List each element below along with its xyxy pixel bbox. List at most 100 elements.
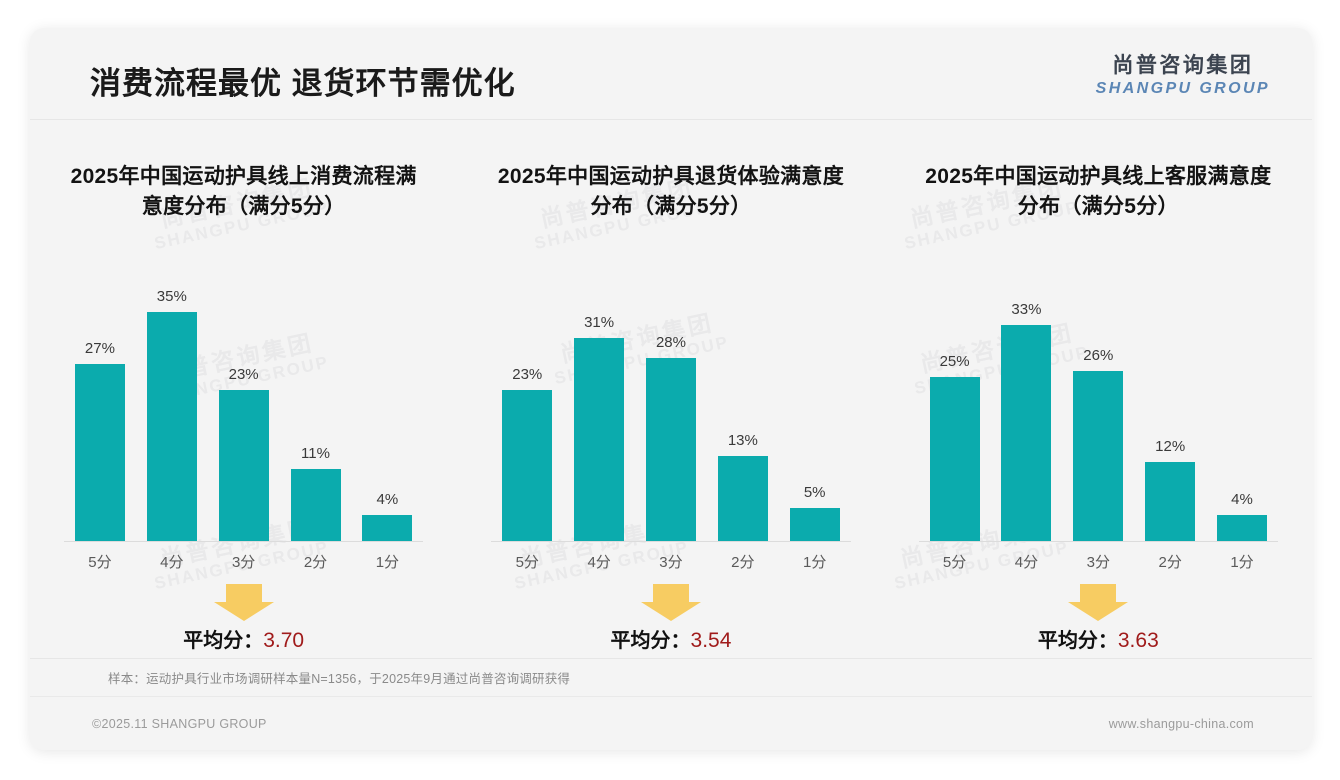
bar-chart: 27% 35% 23% 11% (64, 270, 424, 580)
x-axis-tick-label: 2分 (1158, 553, 1182, 571)
x-axis-tick-label: 4分 (1014, 553, 1039, 571)
average-score-text: 平均分：3.54 (611, 624, 732, 653)
bar-value-label: 27% (84, 340, 115, 357)
average-callout: 平均分：3.63 (919, 580, 1278, 670)
x-axis-tick-label: 1分 (803, 553, 827, 571)
x-axis-tick-label: 2分 (731, 553, 755, 571)
bar-column[interactable]: 27% (68, 270, 133, 541)
bar-value-label: 4% (376, 491, 399, 508)
x-axis-labels: 5分 4分 3分 2分 1分 (64, 542, 423, 580)
bar-column[interactable]: 23% (211, 270, 276, 541)
bar[interactable] (1073, 371, 1124, 541)
chart-title: 2025年中国运动护具退货体验满意度分布（满分5分） (497, 165, 845, 218)
arrow-down-icon (1068, 584, 1129, 621)
average-score-text: 平均分：3.70 (183, 624, 304, 653)
bar-value-label: 12% (1155, 438, 1186, 455)
chart-panel-return-experience: 2025年中国运动护具退货体验满意度分布（满分5分） 23% 31% 28% (457, 120, 884, 696)
chart-panel-consumption-flow: 2025年中国运动护具线上消费流程满意度分布（满分5分） 27% 35% 23% (30, 120, 457, 696)
chart-panel-customer-service: 2025年中国运动护具线上客服满意度分布（满分5分） 25% 33% 26% (885, 120, 1312, 696)
bar[interactable] (146, 312, 197, 541)
x-axis-labels: 5分 4分 3分 2分 1分 (919, 542, 1278, 580)
page-title: 消费流程最优 退货环节需优化 (90, 66, 516, 101)
average-score-text: 平均分：3.63 (1038, 624, 1159, 653)
x-axis-tick-label: 4分 (587, 553, 611, 571)
bar-column[interactable]: 12% (1138, 270, 1203, 541)
chart-title: 2025年中国运动护具线上消费流程满意度分布（满分5分） (70, 165, 417, 218)
bar[interactable] (74, 364, 125, 541)
bar[interactable] (362, 515, 413, 541)
x-axis-tick-label: 2分 (303, 553, 328, 571)
bar-column[interactable]: 35% (139, 270, 204, 541)
bar-value-label: 23% (512, 366, 543, 383)
bar-value-label: 26% (1083, 347, 1114, 364)
bar-column[interactable]: 4% (355, 270, 420, 541)
slide-footer: ©2025.11 SHANGPU GROUP www.shangpu-china… (30, 696, 1312, 750)
average-callout: 平均分：3.70 (64, 580, 423, 670)
website-link[interactable]: www.shangpu-china.com (1108, 716, 1254, 731)
x-axis-labels: 5分 4分 3分 2分 1分 (491, 542, 850, 580)
bar[interactable] (218, 390, 269, 541)
bar-column[interactable]: 5% (782, 270, 847, 541)
x-axis-tick-label: 4分 (160, 553, 184, 571)
bar-column[interactable]: 23% (495, 270, 560, 541)
logo-english-text: SHANGPU GROUP (1095, 80, 1270, 97)
bar-column[interactable]: 25% (922, 270, 987, 541)
copyright-text: ©2025.11 SHANGPU GROUP (92, 716, 267, 731)
plot-area: 23% 31% 28% 13% (491, 270, 851, 542)
bar-column[interactable]: 4% (1210, 270, 1275, 541)
x-axis-tick-label: 3分 (1086, 553, 1110, 571)
average-label: 平均分： (610, 630, 691, 652)
x-axis-tick-label: 1分 (375, 553, 400, 571)
bar-value-label: 4% (1231, 491, 1253, 508)
x-axis-tick-label: 5分 (88, 553, 112, 571)
bar-column[interactable]: 26% (1066, 270, 1131, 541)
bar-value-label: 35% (156, 288, 187, 305)
arrow-down-icon (640, 584, 701, 621)
bar[interactable] (645, 358, 696, 541)
bar-chart: 25% 33% 26% 12% (918, 270, 1278, 580)
sample-note-text: 样本：运动护具行业市场调研样本量N=1356，于2025年9月通过尚普咨询调研获… (108, 672, 571, 686)
bar[interactable] (574, 338, 625, 541)
x-axis-tick-label: 5分 (515, 553, 539, 571)
bar[interactable] (1001, 325, 1052, 541)
bar-column[interactable]: 11% (283, 270, 348, 541)
plot-area: 25% 33% 26% 12% (918, 270, 1278, 542)
x-axis-tick-label: 3分 (231, 553, 256, 571)
bar[interactable] (1217, 515, 1268, 541)
bar-value-label: 23% (228, 366, 259, 383)
average-value: 3.70 (263, 629, 305, 652)
average-label: 平均分： (183, 630, 264, 652)
average-value: 3.63 (1117, 629, 1159, 652)
bar[interactable] (1145, 462, 1196, 541)
bar-value-label: 28% (655, 334, 686, 351)
bar-value-label: 31% (584, 314, 615, 331)
sample-note: 样本：运动护具行业市场调研样本量N=1356，于2025年9月通过尚普咨询调研获… (30, 658, 1312, 696)
x-axis-tick-label: 5分 (942, 553, 967, 571)
bar[interactable] (717, 456, 768, 541)
logo-chinese-text: 尚普咨询集团 (1112, 54, 1254, 77)
average-callout: 平均分：3.54 (491, 580, 850, 670)
bar[interactable] (789, 508, 840, 541)
bar-value-label: 25% (939, 353, 970, 370)
average-value: 3.54 (690, 629, 732, 652)
arrow-down-icon (213, 584, 274, 621)
plot-area: 27% 35% 23% 11% (64, 270, 424, 542)
panel-list: 2025年中国运动护具线上消费流程满意度分布（满分5分） 27% 35% 23% (30, 120, 1312, 696)
bar-column[interactable]: 33% (994, 270, 1059, 541)
bar[interactable] (929, 377, 980, 541)
bar-column[interactable]: 13% (711, 270, 776, 541)
slide-header: 消费流程最优 退货环节需优化 尚普咨询集团 SHANGPU GROUP (30, 28, 1312, 120)
bar-value-label: 5% (803, 484, 826, 501)
chart-title: 2025年中国运动护具线上客服满意度分布（满分5分） (925, 165, 1272, 218)
bar-column[interactable]: 28% (639, 270, 704, 541)
bar-value-label: 33% (1011, 301, 1042, 318)
bar-value-label: 13% (727, 432, 758, 449)
bar-chart: 23% 31% 28% 13% (491, 270, 851, 580)
bar-value-label: 11% (301, 445, 330, 462)
bar[interactable] (290, 469, 341, 541)
bar-column[interactable]: 31% (567, 270, 632, 541)
average-label: 平均分： (1037, 630, 1118, 652)
charts-board: 尚普咨询集团 SHANGPU GROUP 尚普咨询集团 SHANGPU GROUP … (30, 120, 1312, 696)
slide-card: 消费流程最优 退货环节需优化 尚普咨询集团 SHANGPU GROUP 尚普咨询… (30, 28, 1312, 750)
bar[interactable] (502, 390, 553, 541)
